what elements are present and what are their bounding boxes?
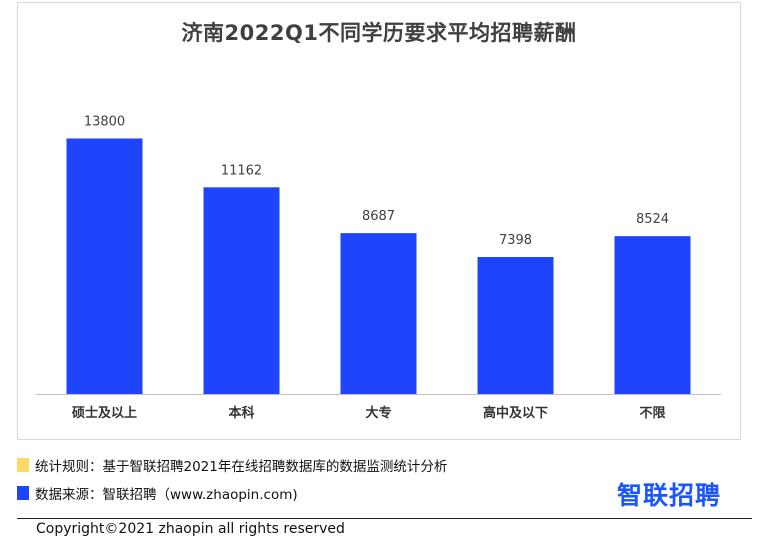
data-label-2: 8687 — [362, 209, 395, 224]
x-tick-label-3: 高中及以下 — [483, 405, 548, 421]
data-label-1: 11162 — [221, 163, 262, 178]
notes-panel: 统计规则：基于智联招聘2021年在线招聘数据库的数据监测统计分析 数据来源：智联… — [17, 457, 447, 513]
note-rule: 统计规则：基于智联招聘2021年在线招聘数据库的数据监测统计分析 — [17, 457, 448, 475]
bar-1 — [203, 187, 280, 394]
x-tick-label-0: 硕士及以上 — [72, 405, 137, 421]
source-swatch — [17, 486, 29, 500]
footer-divider — [17, 518, 752, 519]
rule-swatch — [17, 458, 29, 472]
note-source: 数据来源：智联招聘（www.zhaopin.com) — [17, 485, 447, 503]
bar-4 — [614, 236, 691, 394]
x-tick-label-1: 本科 — [228, 405, 254, 421]
source-text: 数据来源：智联招聘（www.zhaopin.com) — [35, 487, 298, 503]
bar-0 — [66, 138, 143, 394]
bar-2 — [340, 233, 417, 394]
zhaopin-logo: 智联招聘 — [617, 481, 722, 510]
x-tick-label-4: 不限 — [639, 406, 666, 421]
copyright-text: Copyright©2021 zhaopin all rights reserv… — [36, 521, 345, 537]
bar-chart: 13800 硕士及以上 11162 本科 8687 大专 7398 高中及以下 8524 不限 — [36, 114, 721, 421]
chart-title: 济南2022Q1不同学历要求平均招聘薪酬 — [181, 21, 577, 45]
data-label-4: 8524 — [636, 212, 669, 227]
bar-3 — [477, 257, 554, 394]
rule-text: 统计规则：基于智联招聘2021年在线招聘数据库的数据监测统计分析 — [35, 459, 448, 475]
chart-card: 济南2022Q1不同学历要求平均招聘薪酬 13800 硕士及以上 11162 本科 86… — [17, 2, 741, 440]
data-label-3: 7398 — [499, 233, 532, 248]
data-label-0: 13800 — [84, 114, 125, 129]
x-tick-label-2: 大专 — [365, 405, 391, 421]
